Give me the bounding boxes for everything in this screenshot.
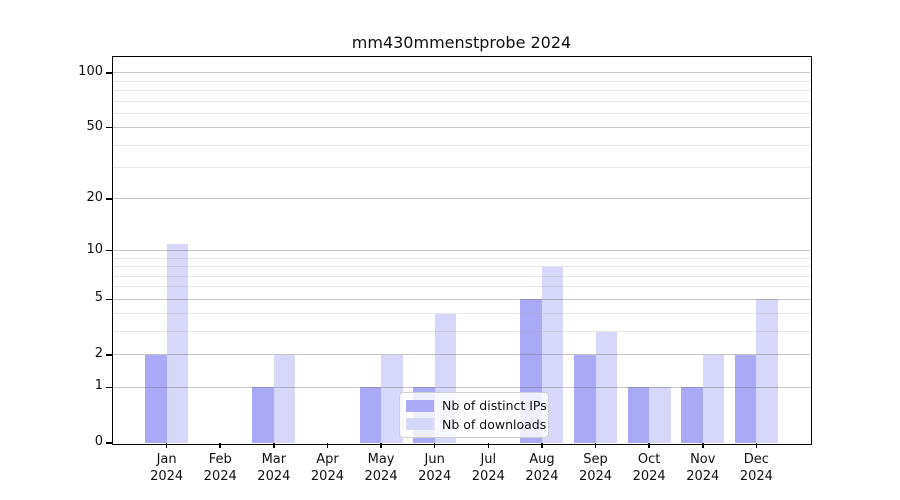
legend-swatch-distinct-ips — [406, 399, 434, 412]
gridline-minor — [113, 286, 810, 288]
x-axis-tick-dec — [755, 443, 758, 448]
y-axis-label-0: 0 — [94, 434, 103, 449]
y-axis-label-2: 2 — [94, 345, 103, 361]
y-axis-tick-100 — [106, 72, 113, 74]
x-axis-label-mar: Mar 2024 — [257, 452, 291, 484]
y-axis-label-50: 50 — [86, 118, 103, 134]
legend: Nb of distinct IPs Nb of downloads — [399, 392, 549, 438]
bar-distinct-ips-mar — [252, 387, 274, 443]
bar-distinct-ips-sep — [574, 354, 596, 443]
x-axis-tick-aug — [541, 443, 543, 448]
legend-swatch-downloads — [406, 418, 434, 431]
gridline-minor — [113, 144, 810, 146]
gridline-minor — [113, 313, 810, 315]
gridline-minor — [113, 80, 810, 82]
x-axis-tick-may — [380, 443, 382, 448]
bar-downloads-jan — [166, 243, 189, 443]
y-axis-tick-5 — [106, 298, 113, 301]
x-axis-tick-jul — [487, 443, 490, 448]
gridline-major — [113, 250, 810, 252]
x-axis-label-nov: Nov 2024 — [686, 452, 720, 484]
x-axis-label-jul: Jul 2024 — [471, 452, 505, 484]
bar-downloads-may — [381, 354, 403, 443]
bar-distinct-ips-jan — [145, 354, 167, 443]
gridline-major — [113, 72, 810, 74]
x-axis-label-dec: Dec 2024 — [739, 452, 773, 484]
gridline-minor — [113, 167, 810, 169]
x-axis-tick-oct — [648, 443, 650, 448]
gridline-major — [113, 127, 810, 129]
y-axis-tick-20 — [106, 198, 113, 200]
gridline-major — [113, 298, 810, 300]
bar-distinct-ips-dec — [734, 354, 757, 443]
x-axis-label-jan: Jan 2024 — [150, 452, 184, 484]
x-axis-tick-apr — [326, 443, 329, 448]
bar-distinct-ips-nov — [681, 387, 703, 443]
y-axis-tick-50 — [106, 126, 113, 129]
bar-downloads-dec — [756, 299, 778, 443]
y-axis-label-100: 100 — [78, 63, 103, 79]
gridline-minor — [113, 112, 810, 114]
gridline-minor — [113, 331, 810, 333]
gridline-minor — [113, 257, 810, 259]
gridline-major — [113, 354, 810, 356]
x-axis-label-may: May 2024 — [364, 452, 398, 484]
bar-downloads-mar — [273, 354, 296, 443]
bar-distinct-ips-oct — [627, 387, 650, 443]
y-axis-tick-1 — [106, 386, 113, 389]
bar-downloads-oct — [649, 387, 671, 443]
bar-distinct-ips-may — [359, 387, 382, 443]
x-axis-tick-feb — [219, 443, 221, 448]
x-axis-label-jun: Jun 2024 — [418, 452, 452, 484]
bar-downloads-sep — [595, 331, 618, 443]
gridline-minor — [113, 90, 810, 91]
x-axis-tick-jan — [165, 443, 168, 448]
gridline-minor — [113, 275, 810, 277]
chart-title: mm430mmenstprobe 2024 — [351, 33, 572, 52]
bar-downloads-nov — [702, 354, 725, 443]
y-axis-label-10: 10 — [86, 241, 103, 257]
legend-label-distinct-ips: Nb of distinct IPs — [442, 398, 547, 414]
x-axis-label-apr: Apr 2024 — [310, 452, 344, 484]
x-axis-label-aug: Aug 2024 — [525, 452, 559, 484]
x-axis-tick-nov — [702, 443, 704, 448]
x-axis-label-oct: Oct 2024 — [632, 452, 666, 484]
x-axis-label-feb: Feb 2024 — [203, 452, 237, 484]
legend-item-downloads: Nb of downloads — [406, 417, 546, 432]
gridline-minor — [113, 100, 810, 102]
y-axis-tick-2 — [106, 354, 113, 356]
y-axis-tick-0 — [106, 442, 113, 444]
y-axis-tick-10 — [106, 249, 113, 252]
x-axis-label-sep: Sep 2024 — [578, 452, 613, 484]
x-axis-tick-jun — [433, 443, 436, 448]
y-axis-label-5: 5 — [94, 290, 103, 306]
gridline-major — [113, 386, 810, 388]
gridline-major — [113, 198, 810, 200]
gridline-minor — [113, 266, 810, 268]
x-axis-tick-mar — [273, 443, 275, 448]
x-axis-tick-sep — [594, 443, 597, 448]
y-axis-label-20: 20 — [86, 189, 103, 205]
legend-label-downloads: Nb of downloads — [442, 416, 547, 432]
y-axis-label-1: 1 — [94, 378, 103, 394]
legend-item-distinct-ips: Nb of distinct IPs — [406, 398, 547, 413]
